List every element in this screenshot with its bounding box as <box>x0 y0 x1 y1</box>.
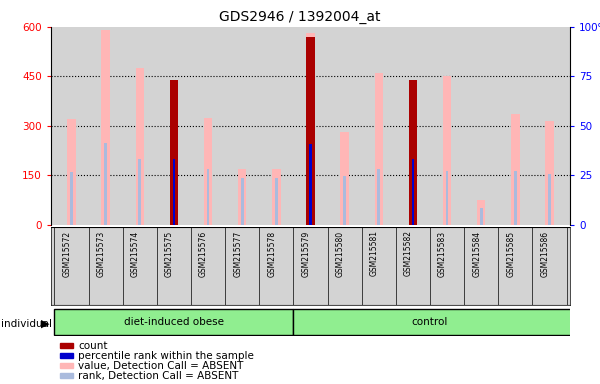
Text: GSM215581: GSM215581 <box>370 230 379 276</box>
Bar <box>377 169 380 225</box>
Text: GDS2946 / 1392004_at: GDS2946 / 1392004_at <box>219 10 381 23</box>
Text: GSM215586: GSM215586 <box>541 230 550 276</box>
Bar <box>446 171 448 225</box>
Text: GSM215575: GSM215575 <box>165 230 174 277</box>
Bar <box>511 114 520 225</box>
FancyBboxPatch shape <box>293 309 584 334</box>
Bar <box>204 118 212 225</box>
Text: GSM215578: GSM215578 <box>268 230 277 276</box>
Bar <box>309 144 312 225</box>
Text: GSM215574: GSM215574 <box>131 230 140 277</box>
Bar <box>241 178 244 225</box>
Text: GSM215583: GSM215583 <box>438 230 447 276</box>
Text: control: control <box>412 316 448 327</box>
Bar <box>480 208 482 225</box>
Bar <box>477 200 485 225</box>
Bar <box>272 169 281 225</box>
Text: GSM215577: GSM215577 <box>233 230 242 277</box>
Text: GSM215579: GSM215579 <box>302 230 311 277</box>
Bar <box>409 79 417 225</box>
Bar <box>70 172 73 225</box>
Bar <box>207 169 209 225</box>
Text: individual: individual <box>1 319 52 329</box>
Text: ▶: ▶ <box>41 319 49 329</box>
Bar <box>101 30 110 225</box>
Bar <box>306 37 315 225</box>
Text: GSM215576: GSM215576 <box>199 230 208 277</box>
Text: value, Detection Call = ABSENT: value, Detection Call = ABSENT <box>78 361 244 371</box>
Text: GSM215585: GSM215585 <box>506 230 515 276</box>
Bar <box>275 178 278 225</box>
Text: GSM215580: GSM215580 <box>335 230 344 276</box>
Bar <box>238 169 247 225</box>
FancyBboxPatch shape <box>55 309 293 334</box>
Bar <box>139 159 141 225</box>
Bar <box>173 159 175 225</box>
Bar <box>306 33 315 225</box>
Text: rank, Detection Call = ABSENT: rank, Detection Call = ABSENT <box>78 371 238 381</box>
Bar <box>170 79 178 225</box>
Bar <box>173 159 175 225</box>
Bar <box>548 174 551 225</box>
Bar <box>170 79 178 225</box>
Bar <box>443 76 451 225</box>
Text: GSM215573: GSM215573 <box>97 230 106 277</box>
Bar <box>412 159 415 225</box>
Text: GSM215582: GSM215582 <box>404 230 413 276</box>
Text: count: count <box>78 341 107 351</box>
Bar <box>67 119 76 225</box>
Text: GSM215584: GSM215584 <box>472 230 481 276</box>
Bar <box>343 176 346 225</box>
Text: percentile rank within the sample: percentile rank within the sample <box>78 351 254 361</box>
Bar <box>309 144 312 225</box>
Bar <box>409 79 417 225</box>
Text: diet-induced obese: diet-induced obese <box>124 316 224 327</box>
Bar <box>136 68 144 225</box>
Bar <box>545 121 554 225</box>
Text: GSM215572: GSM215572 <box>62 230 71 276</box>
Bar <box>374 73 383 225</box>
Bar <box>514 171 517 225</box>
Bar <box>340 132 349 225</box>
Bar <box>412 159 415 225</box>
Bar <box>104 143 107 225</box>
